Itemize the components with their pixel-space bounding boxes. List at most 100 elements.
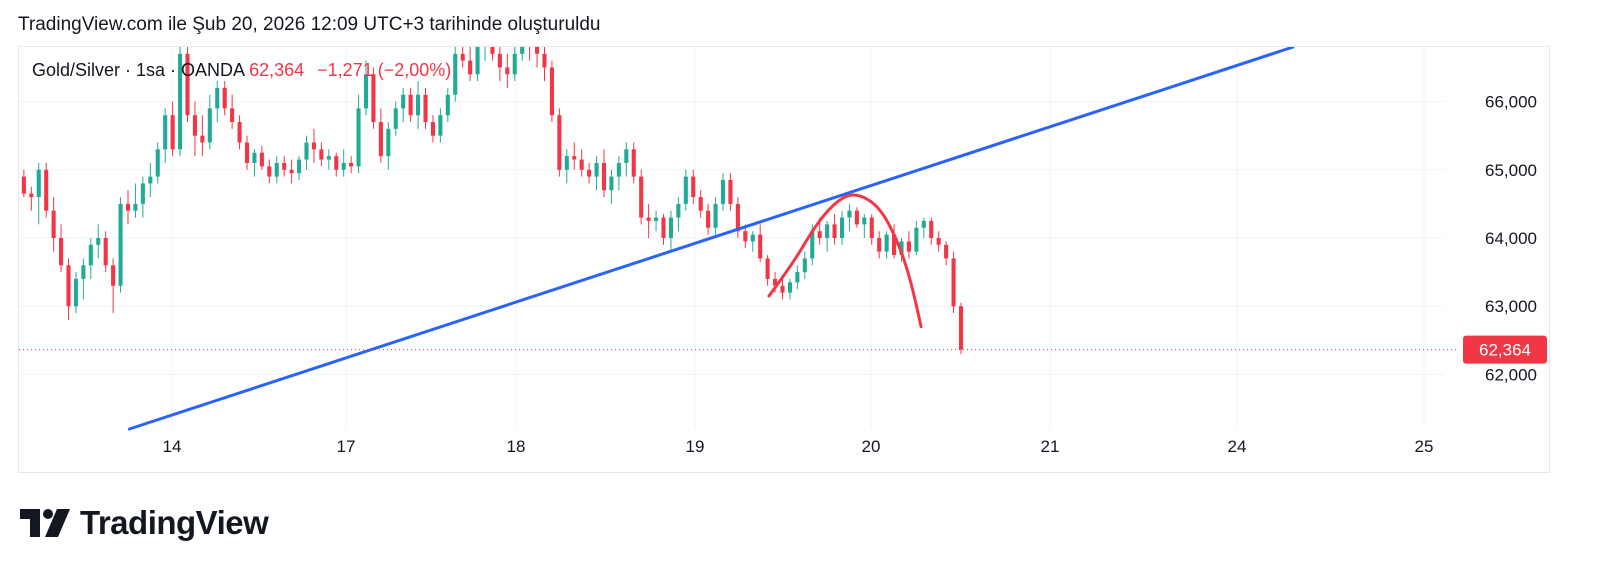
candle (869, 214, 874, 245)
candle (497, 47, 502, 82)
candle (735, 197, 740, 238)
candle-body (750, 234, 755, 242)
trendline (127, 47, 1295, 431)
candle (73, 272, 78, 314)
candle-body (758, 234, 763, 259)
candle (951, 251, 956, 314)
candle-body (490, 47, 495, 54)
candle (639, 169, 644, 225)
candle-body (311, 142, 316, 150)
candle-body (178, 53, 183, 150)
candle-body (817, 231, 822, 238)
candle-body (341, 162, 346, 170)
candle (609, 169, 614, 204)
y-tick-label: 63,000 (1485, 297, 1537, 316)
candle-body (505, 67, 510, 75)
candle-body (564, 156, 569, 170)
candle (103, 231, 108, 273)
candle (133, 183, 138, 218)
candle-body (163, 115, 168, 150)
candle-body (267, 166, 272, 177)
candle-body (29, 193, 34, 198)
candle-body (869, 217, 874, 238)
candle-body (334, 156, 339, 170)
candle (564, 149, 569, 184)
candle (178, 47, 183, 157)
candle (914, 220, 919, 256)
candle-body (787, 282, 792, 293)
y-tick-label: 66,000 (1485, 93, 1537, 112)
candle (936, 231, 941, 252)
candle (557, 108, 562, 177)
candle (572, 142, 577, 170)
candle-body (720, 180, 726, 204)
candle-body (282, 162, 287, 170)
candle-body (594, 162, 599, 177)
candle (728, 173, 733, 211)
candle (274, 156, 279, 184)
candle-body (170, 115, 175, 150)
candle (341, 149, 346, 177)
candle (207, 94, 212, 150)
candle-body (371, 74, 376, 123)
candle-body (445, 94, 450, 116)
candle (795, 265, 800, 290)
candle-body (148, 176, 153, 184)
candle (631, 142, 636, 184)
candle (319, 142, 324, 167)
candle-body (624, 149, 629, 163)
candle-body (728, 180, 733, 204)
candle-body (906, 241, 911, 252)
candle (594, 156, 599, 191)
candle-body (587, 169, 592, 177)
candle-body (125, 203, 131, 211)
candle (884, 231, 889, 259)
candle (401, 87, 406, 123)
candle (624, 142, 629, 177)
candle-body (661, 217, 666, 238)
candle-body (326, 156, 331, 160)
legend-symbol: Gold/Silver · 1sa · OANDA (32, 60, 245, 80)
x-tick-label: 20 (862, 437, 881, 456)
candle-body (654, 217, 659, 221)
y-tick-label: 65,000 (1485, 161, 1537, 180)
candle (676, 197, 681, 232)
legend-change: −1,271 (−2,00%) (317, 60, 452, 80)
candle (163, 108, 168, 163)
candle-body (676, 203, 681, 218)
candle-body (207, 108, 212, 143)
candle-body (839, 217, 845, 238)
chart-plot[interactable]: 66,000 65,000 64,000 63,000 62,000 14 17 18 19 20… (19, 47, 1551, 474)
candle-body (349, 162, 354, 167)
x-tick-label: 18 (507, 437, 526, 456)
tradingview-logo-icon (20, 509, 70, 537)
candle (958, 302, 964, 354)
candle (906, 231, 911, 259)
candle (44, 162, 49, 218)
candle-body (416, 94, 421, 116)
candle-body (289, 169, 294, 174)
candle-body (96, 238, 101, 245)
candle-body (795, 272, 800, 283)
candle (601, 149, 607, 198)
candle (750, 231, 755, 252)
x-tick-label: 14 (163, 437, 182, 456)
candle-body (460, 53, 465, 61)
y-tick-label: 62,000 (1485, 365, 1537, 384)
candle-body (237, 122, 242, 143)
candle (59, 224, 64, 273)
chart-frame[interactable]: 66,000 65,000 64,000 63,000 62,000 14 17 18 19 20… (18, 46, 1550, 473)
candle-body (832, 224, 837, 238)
candle (706, 203, 711, 235)
candle-body (319, 149, 324, 160)
candle-body (438, 115, 443, 136)
candle (356, 94, 361, 174)
candle-body (892, 234, 897, 256)
candle (579, 149, 584, 177)
candle (542, 47, 547, 82)
candle-body (773, 278, 778, 286)
candle (36, 162, 41, 225)
candle-body (51, 210, 56, 238)
candle (111, 258, 116, 314)
candle-body (453, 53, 458, 95)
